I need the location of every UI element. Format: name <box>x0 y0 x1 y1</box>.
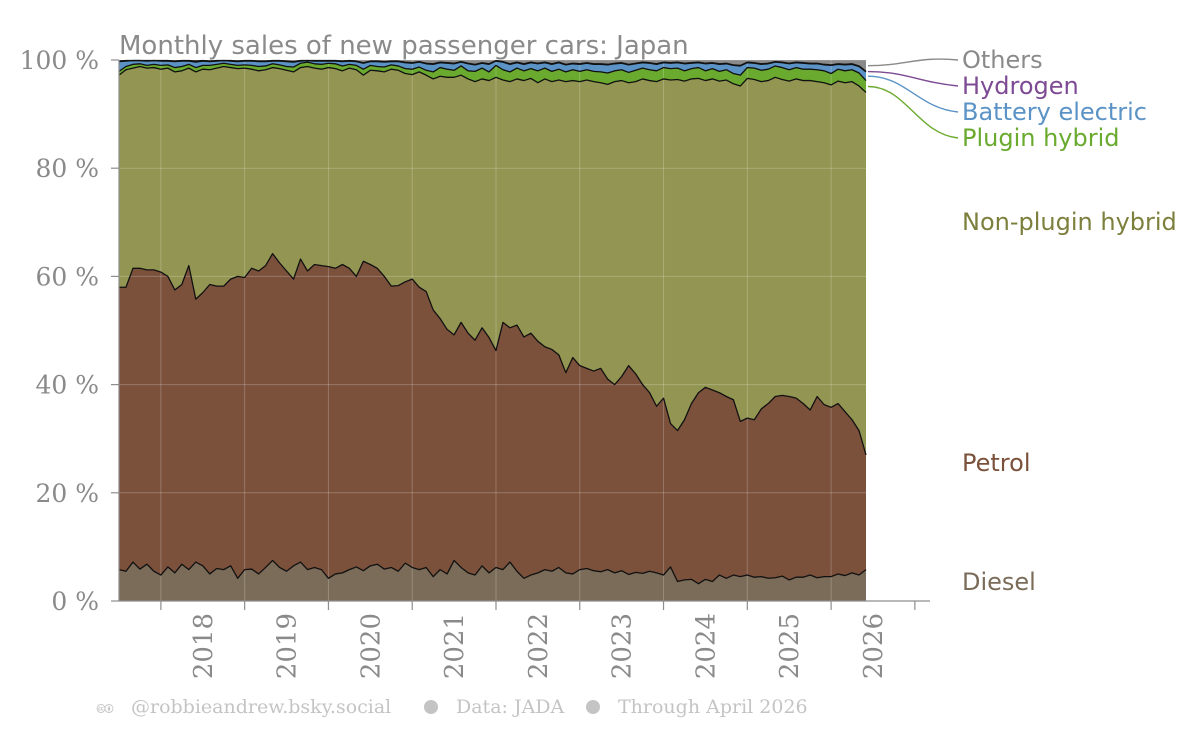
footer-separator-dot <box>586 700 600 714</box>
area-petrol <box>119 253 866 584</box>
y-tick-label: 0 % <box>51 587 99 616</box>
legend-hydrogen: Hydrogen <box>962 72 1079 100</box>
leader-battery <box>867 75 959 113</box>
leader-others <box>867 58 959 67</box>
x-tick-label: 2022 <box>524 613 554 679</box>
boundary-diesel <box>118 559 867 585</box>
boundary-lines <box>118 59 867 585</box>
credit-text: @robbieandrew.bsky.social <box>131 696 391 718</box>
legend-battery: Battery electric <box>962 98 1147 126</box>
area-others <box>119 60 866 72</box>
area-nonplugin <box>119 66 866 455</box>
x-tick-label: 2025 <box>775 613 805 679</box>
x-tick-label: 2020 <box>356 613 386 679</box>
legend-nonplugin: Non-plugin hybrid <box>962 208 1177 236</box>
leader-plugin <box>867 85 959 139</box>
leader-hydrogen <box>867 70 959 87</box>
x-tick-label: 2019 <box>273 613 303 679</box>
x-tick-label: 2018 <box>189 613 219 679</box>
y-tick-label: 40 % <box>35 371 99 400</box>
through-text: Through April 2026 <box>618 696 808 718</box>
y-axis-ticks: 0 % 20 % 40 % 60 % 80 % 100 % <box>20 46 119 616</box>
boundary-plugin <box>118 61 867 82</box>
y-tick-label: 80 % <box>35 154 99 183</box>
boundary-nonplugin <box>118 65 867 93</box>
y-tick-label: 100 % <box>20 46 99 75</box>
footer: 🅭🅯 @robbieandrew.bsky.social Data: JADA … <box>96 696 808 718</box>
boundary-petrol <box>119 253 867 456</box>
gridlines <box>119 59 866 601</box>
x-tick-label: 2021 <box>440 613 470 679</box>
footer-separator-dot <box>424 700 438 714</box>
area-plugin <box>119 62 866 93</box>
source-text: Data: JADA <box>456 696 565 718</box>
x-tick-label: 2026 <box>859 613 889 679</box>
legend-diesel: Diesel <box>962 568 1036 596</box>
legend-petrol: Petrol <box>962 449 1030 477</box>
area-battery <box>119 60 866 81</box>
area-diesel <box>119 560 866 601</box>
chart-title: Monthly sales of new passenger cars: Jap… <box>119 31 689 61</box>
legend-leader-lines <box>867 58 959 139</box>
boundary-hydrogen <box>118 59 867 72</box>
x-tick-label: 2024 <box>691 613 721 679</box>
y-tick-label: 60 % <box>35 262 99 291</box>
x-tick-label: 2023 <box>608 613 638 679</box>
legend-plugin: Plugin hybrid <box>962 124 1120 152</box>
x-axis-ticks: 2018 2019 2020 2021 2022 2023 2024 2025 2026 <box>160 601 916 679</box>
y-tick-label: 20 % <box>35 479 99 508</box>
legend-others: Others <box>962 46 1043 74</box>
license-icons: 🅭🅯 <box>96 702 114 717</box>
stacked-areas <box>119 60 866 601</box>
axes <box>118 60 930 602</box>
